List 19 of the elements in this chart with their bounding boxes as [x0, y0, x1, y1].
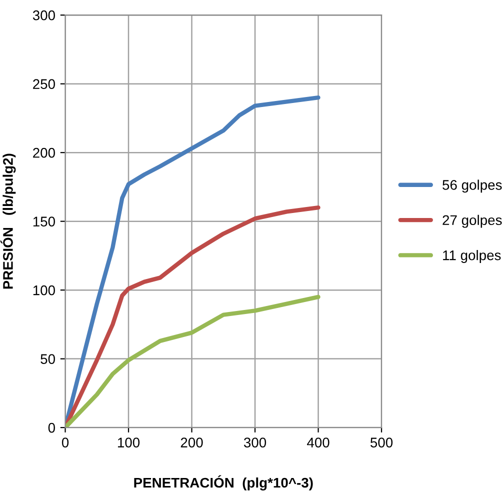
x-tick-label: 200	[180, 438, 203, 448]
x-tick-label: 500	[370, 438, 393, 448]
x-axis-title: PENETRACIÓN (plg*10^-3)	[134, 475, 313, 490]
legend-label: 27 golpes	[442, 214, 502, 228]
y-tick-label: 100	[33, 285, 55, 296]
y-tick-label: 200	[33, 148, 55, 158]
y-tick-label: 50	[40, 354, 55, 364]
x-tick-label: 100	[118, 438, 140, 448]
y-tick-label: 0	[48, 422, 55, 433]
legend-label: 11 golpes	[443, 250, 501, 263]
line-series	[65, 294, 320, 428]
y-tick-label: 300	[32, 10, 55, 20]
y-axis-title: PRESIÓN (lb/pulg2)	[0, 154, 16, 289]
x-tick-label: 0	[62, 438, 69, 448]
legend-label: 56 golpes	[442, 180, 502, 193]
x-tick-label: 300	[244, 438, 266, 448]
y-tick-label: 250	[33, 79, 55, 90]
y-tick-label: 150	[33, 216, 55, 226]
x-tick-label: 400	[307, 438, 330, 448]
